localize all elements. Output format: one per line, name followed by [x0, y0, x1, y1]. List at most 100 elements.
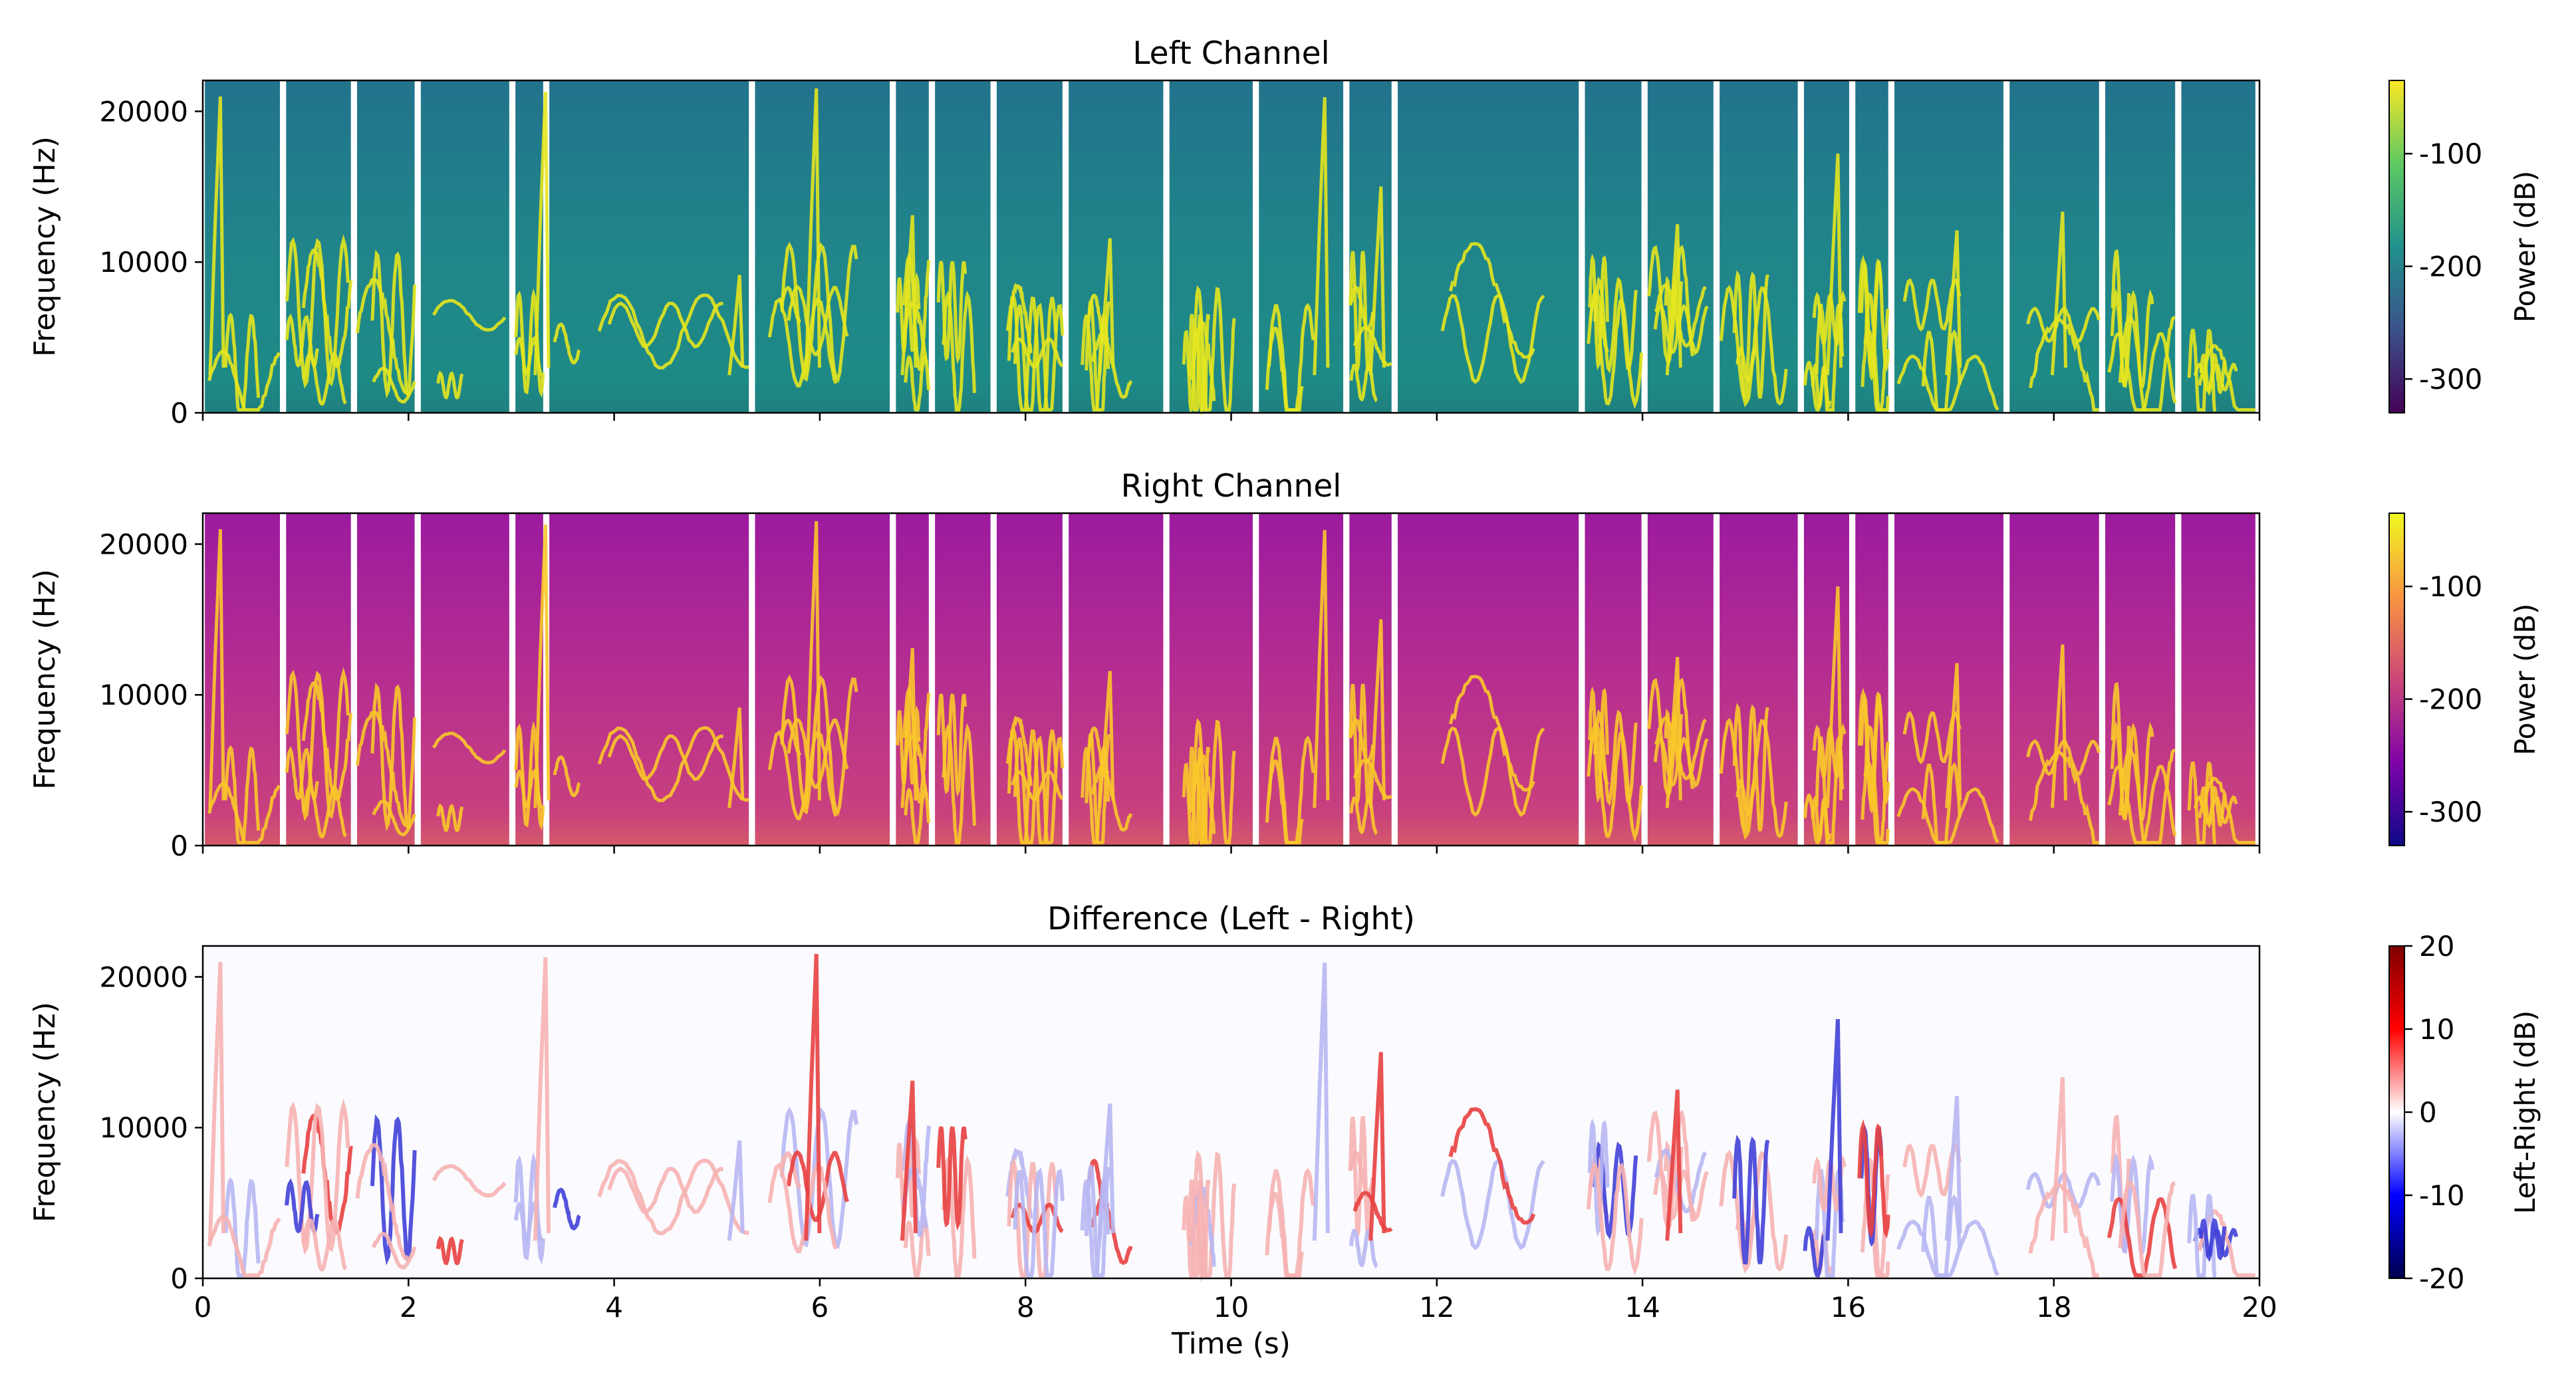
spectral-trace	[1857, 255, 1890, 372]
spectral-trace	[900, 215, 918, 376]
spectral-trace	[2107, 332, 2177, 411]
difference-trace	[223, 1177, 261, 1278]
difference-trace	[207, 1214, 281, 1278]
difference-trace	[727, 1140, 745, 1241]
spectrogram-segment	[420, 513, 509, 846]
spectral-trace	[533, 524, 551, 808]
difference-trace	[1368, 1052, 1386, 1241]
spectral-trace	[1440, 293, 1545, 384]
spectral-trace	[2050, 211, 2067, 376]
spectral-trace	[1448, 675, 1535, 792]
difference-trace	[355, 1143, 410, 1262]
colorbar-tick-label: 10	[2419, 1013, 2454, 1046]
spectral-trace	[2199, 352, 2226, 396]
spectral-trace	[1098, 238, 1115, 376]
spectral-trace	[2198, 776, 2255, 844]
spectral-trace	[1719, 285, 1788, 407]
spectral-trace	[1803, 793, 1826, 844]
spectral-trace	[727, 707, 745, 808]
difference-trace	[1349, 1228, 1378, 1269]
spectral-trace	[436, 803, 464, 833]
spectral-trace	[1313, 97, 1330, 376]
spectral-trace	[936, 261, 967, 364]
spectral-trace	[2118, 748, 2176, 844]
difference-trace	[779, 1151, 802, 1190]
spectral-trace	[2107, 764, 2177, 844]
colorbar-tick-label: -100	[2419, 138, 2482, 170]
spectral-trace	[1647, 245, 1694, 366]
difference-trace	[1097, 1104, 1115, 1241]
difference-trace	[1448, 1107, 1536, 1225]
spectral-trace	[1098, 671, 1115, 808]
y-tick-label: 20000	[99, 961, 188, 993]
colorbar-label: Power (dB)	[2509, 604, 2541, 756]
y-tick-label: 0	[170, 1262, 188, 1295]
difference-trace	[1825, 1018, 1843, 1241]
spectral-trace	[2110, 721, 2154, 821]
difference-trace	[1732, 1134, 1770, 1265]
x-tick-label: 4	[605, 1291, 623, 1324]
spectral-trace	[1368, 186, 1386, 376]
y-tick-label: 10000	[99, 246, 188, 279]
difference-trace	[371, 1232, 417, 1270]
difference-trace	[1192, 1149, 1237, 1278]
x-tick-label: 16	[1831, 1291, 1866, 1324]
colorbar-label: Left-Right (dB)	[2509, 1010, 2541, 1214]
spectrogram-segment	[1069, 80, 1164, 413]
spectral-trace	[767, 296, 838, 388]
difference-trace	[432, 1164, 507, 1198]
difference-trace	[1896, 1219, 2000, 1278]
spectral-trace	[1349, 362, 1378, 403]
spectral-trace	[1085, 298, 1111, 411]
spectrogram-segment	[1398, 80, 1579, 413]
spectral-trace	[223, 312, 261, 411]
spectral-trace	[1085, 731, 1111, 844]
spectral-trace	[1803, 360, 1826, 411]
spectral-trace	[1192, 718, 1236, 844]
x-tick-label: 14	[1624, 1291, 1660, 1324]
difference-trace	[597, 1158, 749, 1236]
y-tick-label: 20000	[99, 95, 188, 128]
spectral-trace	[432, 731, 507, 764]
difference-trace	[1348, 1115, 1372, 1242]
difference-trace	[2198, 1217, 2227, 1262]
y-tick-label: 10000	[99, 1111, 188, 1144]
spectral-trace	[2198, 344, 2255, 411]
difference-trace	[436, 1235, 464, 1266]
panel-2: Right Channel 0 10000 20000 Frequency (Hz) -1…	[28, 468, 2541, 862]
spectral-trace	[301, 681, 353, 802]
difference-trace	[1587, 1118, 1610, 1237]
spectrogram-segment	[2181, 80, 2255, 413]
difference-trace	[1944, 1096, 1962, 1241]
spectral-trace	[1188, 747, 1210, 844]
x-tick-label: 18	[2036, 1291, 2071, 1324]
x-tick-label: 6	[811, 1291, 829, 1324]
colorbar-tick-label: -300	[2419, 796, 2482, 828]
spectral-trace	[1349, 683, 1372, 808]
spectral-trace	[1815, 736, 1845, 844]
spectral-trace	[1190, 753, 1216, 834]
spectral-trace	[1013, 302, 1065, 411]
spectral-trace	[1815, 303, 1845, 411]
spectral-trace	[1192, 285, 1236, 411]
difference-trace	[1312, 963, 1330, 1241]
spectral-trace	[285, 234, 350, 389]
spectral-trace	[804, 88, 821, 376]
spectral-trace	[372, 366, 416, 404]
spectrogram-segment	[549, 80, 749, 413]
x-tick-label: 20	[2242, 1291, 2277, 1324]
spectral-trace	[432, 298, 507, 332]
spectral-trace	[1368, 619, 1386, 808]
spectral-trace	[1825, 586, 1843, 808]
spectral-trace	[302, 352, 347, 406]
difference-trace	[1440, 1158, 1545, 1250]
spectral-trace	[553, 322, 581, 365]
spectral-trace	[607, 734, 723, 782]
difference-trace	[2110, 1152, 2154, 1254]
spectral-trace	[767, 729, 838, 820]
difference-trace	[1013, 1167, 1065, 1278]
spectral-trace	[1732, 703, 1769, 832]
difference-trace	[513, 1152, 545, 1264]
difference-trace	[767, 1161, 838, 1254]
